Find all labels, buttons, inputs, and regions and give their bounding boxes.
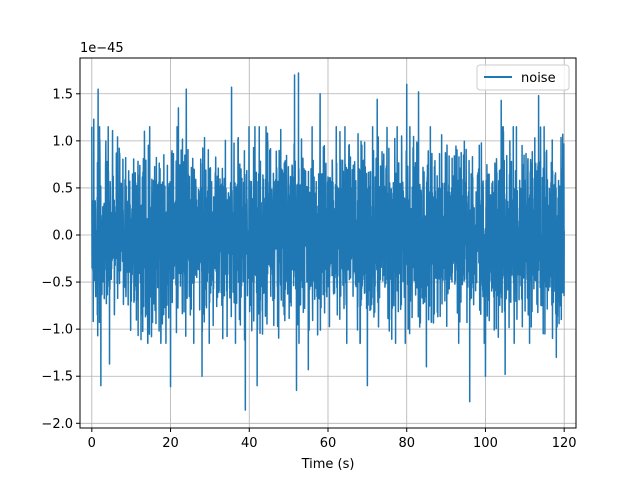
y-axis-ticks: −2.0 −1.5 −1.0 −0.5 0.0 0.5 1.0 1.5 xyxy=(41,87,80,432)
x-tick-label: 0 xyxy=(88,436,96,451)
series-line-noise xyxy=(91,72,565,411)
x-tick-label: 100 xyxy=(473,436,498,451)
legend-label-noise: noise xyxy=(521,71,556,86)
legend-box xyxy=(476,64,570,91)
y-tick-label: −0.5 xyxy=(41,276,73,291)
x-axis-label: Time (s) xyxy=(301,457,355,472)
y-tick-label: 0.0 xyxy=(52,228,73,243)
y-tick-label: −2.0 xyxy=(41,417,73,432)
y-tick-label: 1.0 xyxy=(52,134,73,149)
y-tick-label: 0.5 xyxy=(52,181,73,196)
x-tick-label: 60 xyxy=(320,436,337,451)
x-tick-label: 20 xyxy=(162,436,179,451)
y-tick-label: −1.0 xyxy=(41,323,73,338)
x-tick-label: 120 xyxy=(552,436,577,451)
y-tick-label: −1.5 xyxy=(41,370,73,385)
x-tick-label: 40 xyxy=(241,436,258,451)
legend: noise xyxy=(476,64,570,91)
y-tick-label: 1.5 xyxy=(52,87,73,102)
y-offset-label: 1e−45 xyxy=(80,41,124,56)
x-axis-ticks: 0 20 40 60 80 100 120 xyxy=(88,428,577,451)
x-tick-label: 80 xyxy=(398,436,415,451)
